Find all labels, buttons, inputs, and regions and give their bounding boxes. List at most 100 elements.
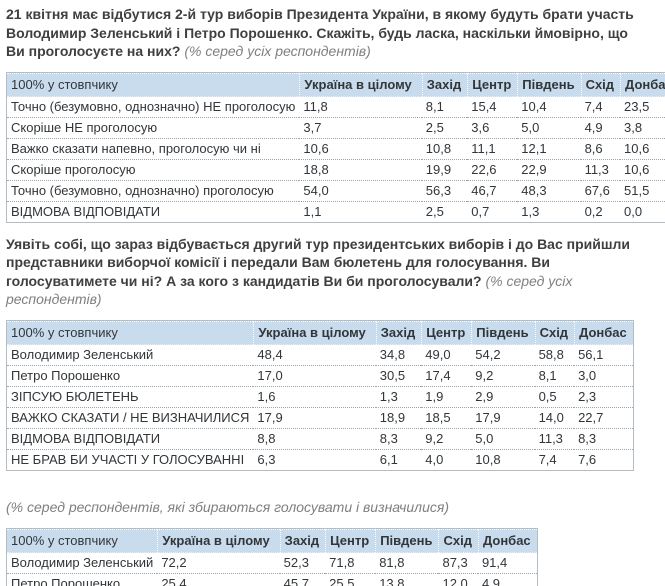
table-row: Петро Порошенко 25,4 45,7 25,5 13,8 12,0 4,9 <box>7 574 537 586</box>
region-header-cell: Захід <box>421 72 468 97</box>
value-cell: 8,3 <box>375 429 422 450</box>
table-row: ВАЖКО СКАЗАТИ / НЕ ВИЗНАЧИЛИСЯ 17,9 18,9 18… <box>7 408 633 429</box>
value-cell: 8,1 <box>421 97 468 118</box>
row-label-cell: ЗІПСУЮ БЮЛЕТЕНЬ <box>7 387 254 408</box>
value-cell: 91,4 <box>477 553 537 574</box>
table-row: Точно (безумовно, однозначно) проголосую… <box>7 181 665 202</box>
row-label-cell: Петро Порошенко <box>7 574 157 586</box>
value-cell: 56,3 <box>421 181 468 202</box>
row-label-cell: Скоріше проголосую <box>7 160 300 181</box>
value-cell: 5,0 <box>471 429 535 450</box>
value-cell: 22,6 <box>467 160 518 181</box>
value-cell: 17,9 <box>471 408 535 429</box>
value-cell: 9,2 <box>471 366 535 387</box>
value-cell: 6,3 <box>257 451 276 467</box>
value-cell: 0,5 <box>534 387 575 408</box>
row-label-cell: ВІДМОВА ВІДПОВІДАТИ <box>7 429 254 450</box>
row-label-cell: Скоріше НЕ проголосую <box>7 118 300 139</box>
region-header-cell: Донбас <box>620 72 665 97</box>
region-header-cell: Донбас <box>477 528 537 553</box>
value-cell: 52,3 <box>279 553 326 574</box>
value-cell: 3,8 <box>620 118 665 139</box>
table-row: ВІДМОВА ВІДПОВІДАТИ 1,1 2,5 0,7 1,3 0,2 0,0 <box>7 202 665 222</box>
value-cell: 49,0 <box>421 345 472 366</box>
value-cell: 71,8 <box>325 553 376 574</box>
row-label-cell: ВАЖКО СКАЗАТИ / НЕ ВИЗНАЧИЛИСЯ <box>7 408 254 429</box>
value-cell: 23,5 <box>620 97 665 118</box>
table-row: ВІДМОВА ВІДПОВІДАТИ 8,8 8,3 9,2 5,0 11,3 8,3 <box>7 429 633 450</box>
value-cell: 18,9 <box>375 408 422 429</box>
survey-table-all-respondents: 100% у стовпчику Україна в цілому Захід Цен… <box>6 319 634 471</box>
region-header-cell: Україна в цілому <box>253 320 376 345</box>
region-header-cell: Схід <box>438 528 478 553</box>
value-cell: 1,9 <box>421 387 472 408</box>
survey-table-vote-likelihood: 100% у стовпчику Україна в цілому Захід Цен… <box>6 71 665 223</box>
value-cell: 7,4 <box>580 97 621 118</box>
row-label-cell: Володимир Зеленський <box>7 553 158 574</box>
table-row: Важко сказати напевно, проголосую чи ні 1… <box>7 139 665 160</box>
value-cell: 19,9 <box>421 160 468 181</box>
value-cell: 54,2 <box>471 345 535 366</box>
value-cell: 3,7 <box>299 118 422 139</box>
table-row: Петро Порошенко 17,0 30,5 17,4 9,2 8,1 3,0 <box>7 366 633 387</box>
value-cell: 1,3 <box>521 203 540 219</box>
value-cell: 46,7 <box>467 181 518 202</box>
value-cell: 8,8 <box>253 429 376 450</box>
value-cell: 58,8 <box>534 345 575 366</box>
value-cell: 11,3 <box>534 429 575 450</box>
value-cell: 22,9 <box>517 160 581 181</box>
value-cell: 1,3 <box>375 387 422 408</box>
table-row: ЗІПСУЮ БЮЛЕТЕНЬ 1,6 1,3 1,9 2,9 0,5 2,3 <box>7 387 633 408</box>
region-header-cell: Південь <box>517 72 581 97</box>
value-cell: 54,0 <box>299 181 422 202</box>
row-label-cell: Важко сказати напевно, проголосую чи ні <box>7 139 300 160</box>
row-label-cell: НЕ БРАВ БИ УЧАСТІ У ГОЛОСУВАННІ <box>11 451 245 467</box>
value-cell: 25,4 <box>157 574 279 586</box>
value-cell: 2,5 <box>421 118 468 139</box>
value-cell: 2,3 <box>574 387 633 408</box>
table-header-row: 100% у стовпчику Україна в цілому Захід Цен… <box>7 320 633 345</box>
value-cell: 18,5 <box>421 408 472 429</box>
value-cell: 17,9 <box>253 408 376 429</box>
region-header-cell: Захід <box>375 320 422 345</box>
value-cell: 5,0 <box>517 118 581 139</box>
value-cell: 81,8 <box>375 553 439 574</box>
row-label-cell: ВІДМОВА ВІДПОВІДАТИ <box>11 203 161 219</box>
value-cell: 22,7 <box>574 408 633 429</box>
value-cell: 12,0 <box>438 574 477 586</box>
table-header-row: 100% у стовпчику Україна в цілому Захід Цен… <box>7 528 537 553</box>
table-header-row: 100% у стовпчику Україна в цілому Захід Цен… <box>7 72 665 97</box>
value-cell: 7,4 <box>538 451 557 467</box>
region-header-cell: Донбас <box>574 320 633 345</box>
value-cell: 56,1 <box>574 345 633 366</box>
value-cell: 72,2 <box>157 553 280 574</box>
value-cell: 12,1 <box>517 139 581 160</box>
row-label-cell: Точно (безумовно, однозначно) НЕ проголо… <box>7 97 300 118</box>
value-cell: 45,7 <box>280 574 325 586</box>
survey-table-decided-voters: 100% у стовпчику Україна в цілому Захід Цен… <box>6 527 538 586</box>
table-row: Скоріше проголосую 18,8 19,9 22,6 22,9 11,3 10… <box>7 160 665 181</box>
value-cell: 51,5 <box>620 181 665 202</box>
value-cell: 0,2 <box>584 203 603 219</box>
value-cell: 48,4 <box>253 345 376 366</box>
table-row: Володимир Зеленський 48,4 34,8 49,0 54,2 58,8… <box>7 345 633 366</box>
value-cell: 2,5 <box>425 203 444 219</box>
row-label-cell: Точно (безумовно, однозначно) проголосую <box>7 181 300 202</box>
value-cell: 15,4 <box>467 97 518 118</box>
value-cell: 1,1 <box>303 203 322 219</box>
value-cell: 10,4 <box>517 97 581 118</box>
region-header-cell: Схід <box>534 320 575 345</box>
value-cell: 8,1 <box>534 366 575 387</box>
value-cell: 9,2 <box>421 429 472 450</box>
question-2-note: (% серед усіх респондентів) <box>6 272 573 308</box>
region-header-cell: Центр <box>467 72 518 97</box>
question-text-1: 21 квітня має відбутися 2-й тур виборів … <box>6 5 638 61</box>
value-cell: 14,0 <box>534 408 575 429</box>
region-header-cell: Центр <box>421 320 472 345</box>
value-cell: 3,6 <box>467 118 518 139</box>
value-cell: 10,6 <box>299 139 422 160</box>
value-cell: 87,3 <box>438 553 478 574</box>
region-header-cell: Південь <box>375 528 439 553</box>
table-row: Володимир Зеленський 72,2 52,3 71,8 81,8 87,3… <box>7 553 537 574</box>
